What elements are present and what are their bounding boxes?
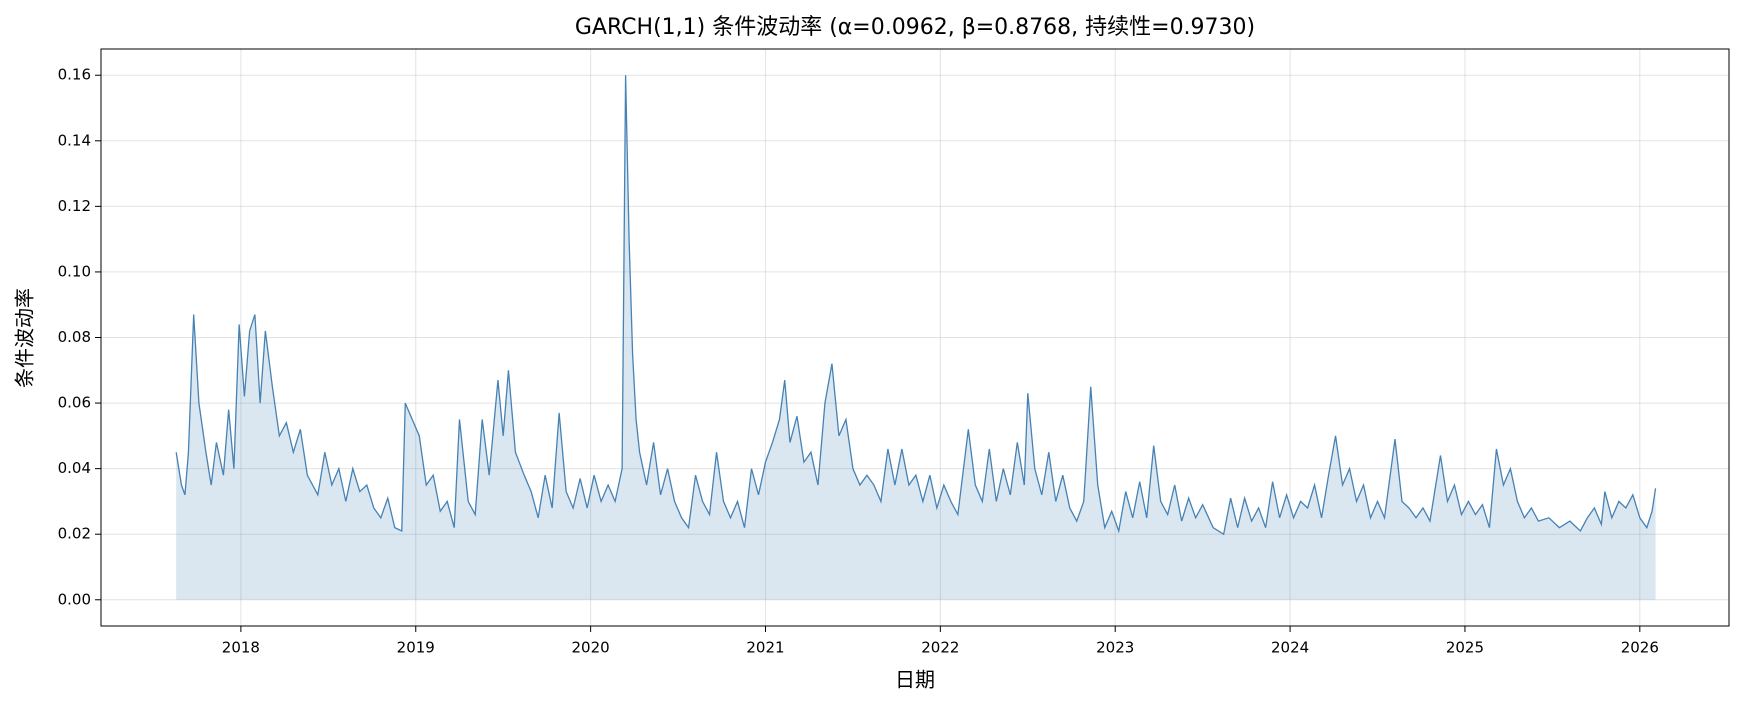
area-fill: [176, 75, 1656, 600]
x-tick-label: 2026: [1621, 639, 1659, 657]
x-axis-label: 日期: [895, 668, 935, 692]
x-tick-label: 2018: [222, 639, 260, 657]
y-tick-label: 0.04: [58, 459, 91, 477]
y-tick-label: 0.06: [58, 394, 91, 412]
y-tick-label: 0.00: [58, 590, 91, 608]
plot-frame: [100, 48, 1730, 627]
x-tick-label: 2024: [1271, 639, 1309, 657]
y-tick-label: 0.02: [58, 525, 91, 543]
volatility-line: [175, 75, 1657, 536]
y-axis-label: 条件波动率: [13, 288, 37, 388]
x-tick-label: 2020: [572, 639, 610, 657]
y-tick-label: 0.12: [58, 197, 91, 215]
x-tick-label: 2022: [921, 639, 959, 657]
x-tick-label: 2021: [746, 639, 784, 657]
x-tick-label: 2025: [1446, 639, 1484, 657]
x-tick-label: 2023: [1096, 639, 1134, 657]
y-tick-label: 0.08: [58, 328, 91, 346]
chart-title: GARCH(1,1) 条件波动率 (α=0.0962, β=0.8768, 持续…: [575, 15, 1255, 40]
x-tick-label: 2019: [397, 639, 435, 657]
y-tick-label: 0.14: [58, 131, 91, 149]
y-tick-label: 0.16: [58, 66, 91, 84]
y-tick-label: 0.10: [58, 262, 91, 280]
